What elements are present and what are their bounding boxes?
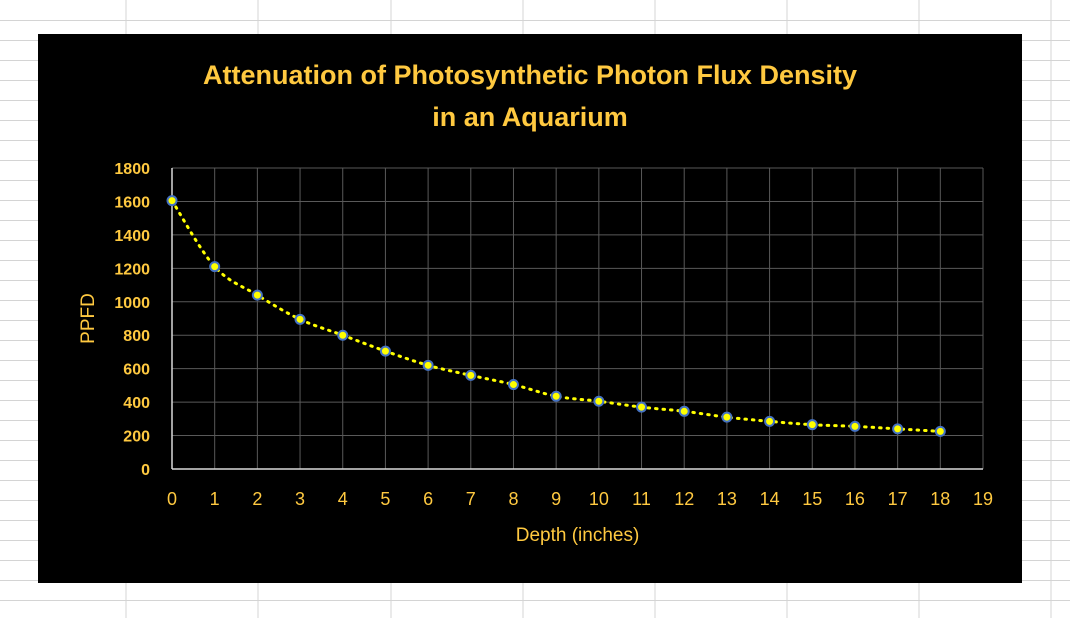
data-point xyxy=(934,425,946,437)
x-tick-label: 19 xyxy=(973,489,993,509)
y-tick-label: 600 xyxy=(123,362,150,379)
data-point xyxy=(337,329,349,341)
x-tick-label: 5 xyxy=(380,489,390,509)
data-point xyxy=(892,423,904,435)
x-tick-label: 18 xyxy=(930,489,950,509)
data-point xyxy=(251,289,263,301)
x-tick-label: 10 xyxy=(589,489,609,509)
x-tick-label: 2 xyxy=(252,489,262,509)
chart-panel: Attenuation of Photosynthetic Photon Flu… xyxy=(38,34,1022,583)
y-tick-label: 1200 xyxy=(114,261,150,278)
x-tick-label: 0 xyxy=(167,489,177,509)
chart-title-line-2: in an Aquarium xyxy=(432,102,628,132)
data-point xyxy=(465,369,477,381)
x-tick-label: 17 xyxy=(888,489,908,509)
data-point xyxy=(294,313,306,325)
data-point xyxy=(166,195,178,207)
data-point xyxy=(422,359,434,371)
data-point xyxy=(721,411,733,423)
x-tick-label: 15 xyxy=(802,489,822,509)
x-tick-label: 7 xyxy=(466,489,476,509)
y-tick-label: 1000 xyxy=(114,295,150,312)
y-tick-label: 0 xyxy=(141,462,150,479)
data-point xyxy=(764,415,776,427)
x-tick-label: 6 xyxy=(423,489,433,509)
x-tick-label: 13 xyxy=(717,489,737,509)
data-point xyxy=(507,379,519,391)
x-tick-label: 14 xyxy=(760,489,780,509)
x-tick-label: 8 xyxy=(508,489,518,509)
data-point xyxy=(379,345,391,357)
y-tick-label: 1800 xyxy=(114,161,150,178)
data-point xyxy=(806,419,818,431)
y-tick-label: 1400 xyxy=(114,228,150,245)
data-point xyxy=(636,401,648,413)
x-tick-label: 16 xyxy=(845,489,865,509)
x-tick-label: 1 xyxy=(210,489,220,509)
x-tick-label: 9 xyxy=(551,489,561,509)
data-point xyxy=(678,405,690,417)
y-tick-label: 200 xyxy=(123,429,150,446)
data-point xyxy=(209,261,221,273)
y-axis-label: PPFD xyxy=(78,293,99,344)
x-axis-label: Depth (inches) xyxy=(516,525,640,546)
data-point xyxy=(849,420,861,432)
y-tick-label: 400 xyxy=(123,395,150,412)
data-point xyxy=(550,390,562,402)
x-tick-label: 12 xyxy=(674,489,694,509)
x-tick-label: 11 xyxy=(632,489,651,509)
x-tick-label: 3 xyxy=(295,489,305,509)
x-tick-label: 4 xyxy=(338,489,348,509)
data-point xyxy=(593,395,605,407)
y-tick-label: 1600 xyxy=(114,194,150,211)
chart-title-line-1: Attenuation of Photosynthetic Photon Flu… xyxy=(203,60,857,90)
y-tick-label: 800 xyxy=(123,328,150,345)
